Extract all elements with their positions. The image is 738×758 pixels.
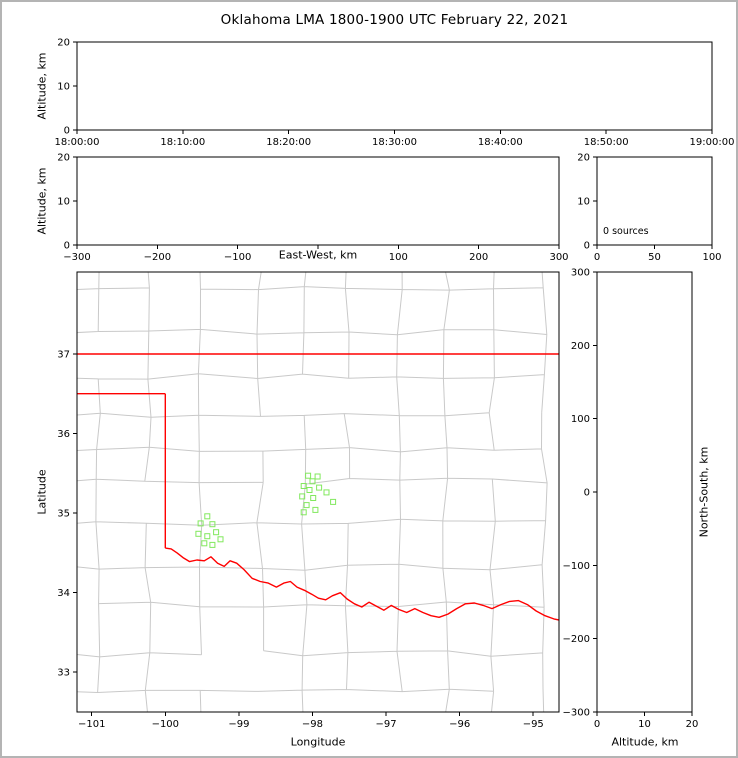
lma-source-marker <box>314 473 321 480</box>
tick-label: −100 <box>152 719 179 730</box>
time-height-frame <box>76 41 713 131</box>
tick-label: 18:40:00 <box>478 137 523 148</box>
tick-label: −300 <box>63 252 90 263</box>
lma-source-marker <box>213 529 220 536</box>
tick-label: 18:10:00 <box>160 137 205 148</box>
tick-label: 200 <box>571 341 590 352</box>
time-panel-ylabel: Altitude, km <box>35 52 49 120</box>
tick-label: 0 <box>64 126 70 137</box>
lma-source-marker <box>195 530 202 537</box>
tick-label: 0 <box>594 252 600 263</box>
ew-panel-xlabel: East-West, km <box>278 248 358 262</box>
ew-height-frame <box>76 156 560 246</box>
tick-label: 20 <box>577 153 590 164</box>
tick-label: 19:00:00 <box>690 137 735 148</box>
tick-label: 100 <box>571 414 590 425</box>
tick-label: −95 <box>523 719 544 730</box>
tick-label: 0 <box>584 488 590 499</box>
lma-source-marker <box>303 502 310 509</box>
plan-xlabel: Longitude <box>290 735 346 749</box>
lma-source-marker <box>312 506 319 513</box>
lma-source-marker <box>323 489 330 496</box>
lma-source-marker <box>209 521 216 528</box>
lma-source-marker <box>201 540 208 547</box>
tick-label: 300 <box>549 252 568 263</box>
tick-label: −100 <box>224 252 251 263</box>
tick-label: 20 <box>686 719 699 730</box>
ns-height-frame <box>596 271 693 713</box>
tick-label: 0 <box>584 241 590 252</box>
chart-title: Oklahoma LMA 1800-1900 UTC February 22, … <box>220 12 569 28</box>
lma-source-marker <box>209 541 216 548</box>
tick-label: 35 <box>57 509 70 520</box>
tick-label: 20 <box>57 153 70 164</box>
tick-label: 10 <box>57 82 70 93</box>
tick-label: −200 <box>563 634 590 645</box>
tick-label: 0 <box>64 241 70 252</box>
tick-label: −101 <box>78 719 105 730</box>
tick-label: 300 <box>571 268 590 279</box>
lma-source-marker <box>300 483 307 489</box>
tick-label: 10 <box>638 719 651 730</box>
ns-panel-xlabel: Altitude, km <box>611 735 679 749</box>
sources-count-annotation: 0 sources <box>603 226 649 237</box>
tick-label: −99 <box>228 719 249 730</box>
tick-label: 36 <box>57 429 70 440</box>
county-boundaries <box>77 272 548 712</box>
lma-source-marker <box>299 493 306 500</box>
lma-source-marker <box>300 509 307 516</box>
tick-label: 50 <box>648 252 661 263</box>
ew-panel-ylabel: Altitude, km <box>35 167 49 235</box>
tick-label: 100 <box>702 252 721 263</box>
ns-panel-ylabel: North-South, km <box>697 446 711 538</box>
tick-label: 34 <box>57 588 70 599</box>
tick-label: 200 <box>469 252 488 263</box>
tick-label: 18:00:00 <box>55 137 100 148</box>
tick-label: 20 <box>57 38 70 49</box>
lma-source-marker <box>197 520 204 527</box>
state-border-red-river <box>77 353 559 621</box>
plan-ylabel: Latitude <box>35 469 49 515</box>
lma-source-marker <box>310 495 317 501</box>
tick-label: 18:50:00 <box>584 137 629 148</box>
plan-view-frame <box>76 271 560 713</box>
lma-source-marker <box>204 513 211 520</box>
lma-source-marker <box>309 478 316 485</box>
tick-label: −300 <box>563 708 590 719</box>
lma-source-marker <box>305 472 312 479</box>
lma-source-marker <box>306 487 313 493</box>
tick-label: 0 <box>594 719 600 730</box>
tick-label: 10 <box>577 197 590 208</box>
lma-source-marker <box>330 498 337 505</box>
tick-label: 18:30:00 <box>372 137 417 148</box>
tick-label: −100 <box>563 561 590 572</box>
lma-source-marker <box>204 533 211 540</box>
tick-label: −200 <box>144 252 171 263</box>
tick-label: 33 <box>57 668 70 679</box>
tick-label: −97 <box>376 719 397 730</box>
tick-label: −96 <box>449 719 470 730</box>
tick-label: −98 <box>302 719 323 730</box>
tick-label: 18:20:00 <box>266 137 311 148</box>
lma-source-marker <box>316 484 323 491</box>
tick-label: 10 <box>57 197 70 208</box>
tick-label: 37 <box>57 349 70 360</box>
tick-label: 100 <box>389 252 408 263</box>
lma-source-marker <box>217 536 224 543</box>
